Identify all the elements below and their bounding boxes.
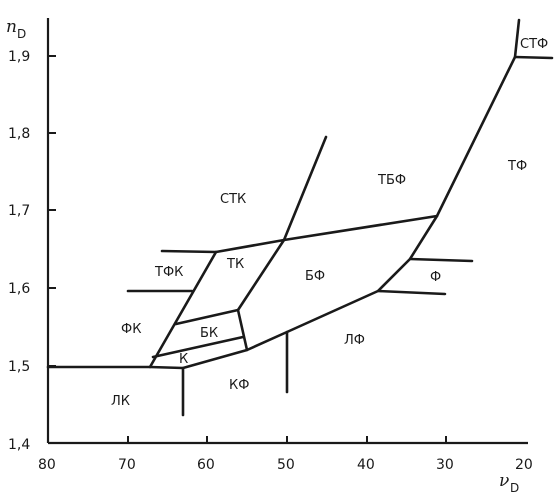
y-tick-label: 1,5 — [8, 359, 30, 375]
y-tick-label: 1,4 — [8, 437, 30, 453]
boundary-line — [408, 257, 474, 263]
x-axis-label: ν — [499, 471, 509, 491]
y-axis-label: n — [6, 17, 17, 37]
y-tick-label: 1,9 — [8, 49, 30, 65]
x-tick-label: 80 — [38, 457, 56, 473]
boundary-line — [148, 250, 218, 369]
boundary-line — [174, 308, 240, 326]
y-tick-label: 1,7 — [8, 203, 30, 219]
boundary-line — [160, 214, 439, 254]
x-tick-label: 60 — [197, 457, 215, 473]
region-label-tbf: ТБФ — [377, 173, 406, 188]
x-tick-label: 40 — [357, 457, 375, 473]
region-label-lk: ЛК — [111, 394, 130, 409]
region-label-bk: БК — [200, 326, 218, 341]
boundary-line — [513, 55, 554, 60]
region-label-fk: ФК — [121, 322, 141, 337]
region-label-tf: ТФ — [507, 159, 527, 174]
x-tick-label: 70 — [118, 457, 136, 473]
y-axis-label-sub: D — [17, 27, 26, 41]
boundary-line — [151, 335, 245, 359]
y-tick-label: 1,6 — [8, 281, 30, 297]
boundary-line — [46, 18, 521, 370]
region-label-kf: КФ — [229, 378, 249, 393]
region-label-lf: ЛФ — [344, 333, 365, 348]
region-label-stk: СТК — [220, 192, 246, 207]
region-label-f: Ф — [430, 270, 441, 285]
x-tick-label: 30 — [436, 457, 454, 473]
y-tick-label: 1,8 — [8, 126, 30, 142]
region-label-bf: БФ — [305, 269, 325, 284]
x-tick-label: 20 — [515, 457, 533, 473]
x-axis-label-sub: D — [510, 481, 519, 495]
region-label-k: К — [179, 352, 188, 367]
x-tick-label: 50 — [277, 457, 295, 473]
region-label-tk: ТК — [226, 257, 244, 272]
region-label-tfk: ТФК — [154, 265, 183, 280]
boundary-line — [236, 135, 328, 352]
boundary-line — [376, 289, 447, 296]
glass-region-boundaries — [46, 18, 554, 417]
region-label-stf: СТФ — [520, 37, 548, 52]
